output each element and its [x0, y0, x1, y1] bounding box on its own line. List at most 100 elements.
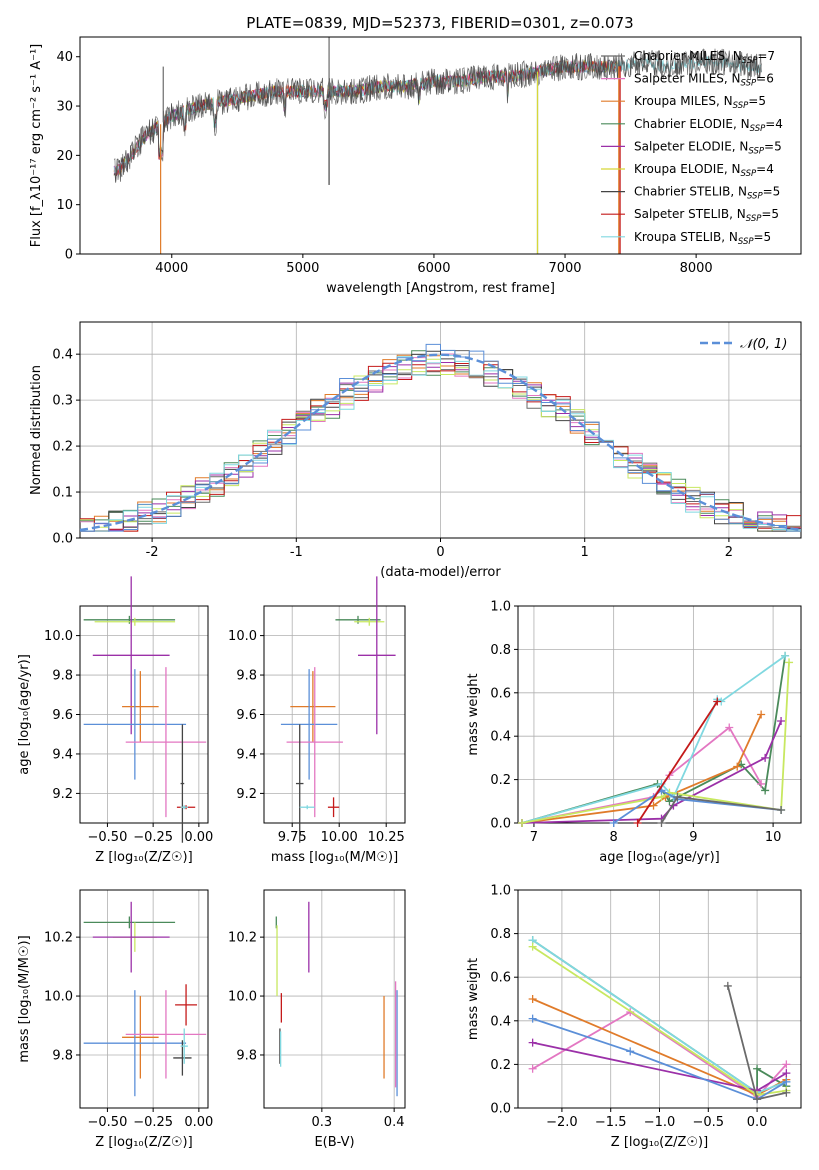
x-tick-label: 2 [725, 545, 733, 560]
weight-lines [528, 936, 791, 1104]
legend-label: 𝒩(0, 1) [740, 337, 787, 352]
y-tick-label: 0.2 [490, 1058, 511, 1073]
y-axis-label: age [log₁₀(age/yr)] [17, 654, 32, 775]
weight-point-marker [626, 1047, 635, 1056]
x-axis-label: mass [log₁₀(M/M☉)] [271, 850, 398, 865]
x-tick-label: 9.75 [278, 830, 307, 845]
errorbar-points [280, 576, 396, 843]
mass-vs-metallicity-panel: −0.50 −0.25 0.00 9.8 10.0 10.2 Z [log₁₀(Z/Z☉)]… [17, 889, 213, 1150]
y-tick-label: 9.6 [236, 708, 257, 723]
weight-point-marker [777, 805, 786, 814]
weight-point-marker [782, 1060, 791, 1069]
y-tick-label: 10.0 [44, 990, 73, 1005]
y-tick-label: 0.0 [490, 1102, 511, 1117]
legend-label: Kroupa MILES, NSSP=5 [634, 94, 766, 111]
y-tick-label: 30 [56, 100, 73, 115]
errorbar-points [83, 901, 207, 1097]
y-tick-label: 1.0 [490, 884, 511, 899]
weight-series-line [613, 789, 782, 824]
y-tick-label: 9.2 [236, 787, 257, 802]
normal-curve [79, 353, 802, 532]
y-tick-label: 9.4 [236, 747, 257, 762]
y-axis-label: mass [log₁₀(M/M☉)] [17, 935, 32, 1062]
weight-point-marker [777, 717, 786, 726]
x-tick-label: 0 [436, 545, 444, 560]
x-tick-label: 0.0 [747, 1115, 768, 1130]
weight-series-line [636, 701, 719, 824]
legend-label: Salpeter ELODIE, NSSP=5 [634, 139, 782, 156]
x-axis-label: age [log₁₀(age/yr)] [599, 850, 720, 865]
y-tick-label: 0.3 [52, 394, 73, 409]
y-tick-label: 0.0 [52, 532, 73, 547]
y-tick-label: 9.8 [52, 669, 73, 684]
y-tick-label: 10.0 [228, 629, 257, 644]
y-axis-label: mass weight [466, 958, 481, 1040]
weight-point-marker [785, 658, 794, 667]
weight-point-marker [782, 1088, 791, 1097]
x-tick-label: −0.50 [88, 830, 128, 845]
legend-label: Salpeter MILES, NSSP=6 [634, 72, 774, 89]
axes-frame [79, 889, 209, 1109]
age-vs-metallicity-panel: −0.50 −0.25 0.00 9.2 9.4 9.6 9.8 10.0 Z [log₁₀(Z… [17, 576, 213, 865]
x-tick-label: 5000 [286, 261, 319, 276]
axes-frame [517, 889, 802, 1109]
x-tick-label: 10.00 [321, 830, 358, 845]
legend-label: Chabrier MILES, NSSP=7 [634, 49, 775, 66]
axes-frame [79, 605, 209, 824]
y-tick-label: 0.4 [52, 348, 73, 363]
y-tick-label: 0.6 [490, 971, 511, 986]
x-axis-label: (data-model)/error [380, 565, 501, 580]
x-tick-label: −0.25 [133, 1115, 173, 1130]
spectrum-legend: Chabrier MILES, NSSP=7 Salpeter MILES, NS… [601, 49, 783, 247]
weight-series-line [521, 655, 786, 824]
x-tick-label: 0.4 [384, 1115, 405, 1130]
y-tick-label: 0.8 [490, 643, 511, 658]
weight-lines [517, 651, 794, 827]
errorbar-points [83, 576, 207, 843]
weight-point-marker [733, 762, 742, 771]
y-tick-label: 9.8 [236, 1048, 257, 1063]
y-tick-label: 10 [56, 198, 73, 213]
weight-point-marker [649, 801, 658, 810]
y-tick-label: 10.0 [228, 990, 257, 1005]
x-tick-label: −2.0 [546, 1115, 578, 1130]
weight-point-marker [753, 1064, 762, 1073]
x-tick-label: −0.5 [693, 1115, 725, 1130]
y-tick-label: 0.2 [52, 440, 73, 455]
legend-label: Chabrier STELIB, NSSP=5 [634, 185, 780, 202]
y-tick-label: 20 [56, 149, 73, 164]
weight-point-marker [609, 819, 618, 827]
spectrum-panel: 4000 5000 6000 7000 8000 0 10 20 30 40 wavelength … [29, 36, 802, 296]
y-tick-label: 0.4 [490, 730, 511, 745]
y-axis-label: Normed distribution [29, 365, 44, 495]
y-tick-label: 0.2 [490, 773, 511, 788]
x-tick-label: -1 [290, 545, 303, 560]
x-axis-label: E(B-V) [314, 1135, 354, 1150]
y-tick-label: 10.2 [228, 931, 257, 946]
axes-frame [79, 321, 802, 539]
y-tick-label: 0.6 [490, 686, 511, 701]
x-tick-label: 8000 [680, 261, 713, 276]
y-axis-label: mass weight [466, 673, 481, 755]
weight-point-marker [723, 981, 732, 990]
weight-vs-metallicity-panel: −2.0 −1.5 −1.0 −0.5 0.0 0.0 0.2 0.4 0.6 0.8 1.0 Z [… [466, 884, 802, 1150]
weight-point-marker [725, 723, 734, 732]
histogram-step [80, 343, 801, 532]
x-tick-label: 9 [689, 830, 697, 845]
histogram-step [80, 362, 801, 532]
weight-point-marker [528, 1014, 537, 1023]
weight-point-marker [757, 710, 766, 719]
x-tick-label: −1.5 [595, 1115, 627, 1130]
legend-label: Kroupa ELODIE, NSSP=4 [634, 162, 774, 179]
y-tick-label: 0.0 [490, 817, 511, 832]
weight-point-marker [757, 779, 766, 788]
x-axis-label: wavelength [Angstrom, rest frame] [326, 281, 555, 296]
x-tick-label: −0.25 [133, 830, 173, 845]
x-tick-label: 1 [581, 545, 589, 560]
x-axis-label: Z [log₁₀(Z/Z☉)] [95, 850, 192, 865]
weight-vs-age-panel: 7 8 9 10 0.0 0.2 0.4 0.6 0.8 1.0 age [log₁₀(age/yr… [466, 600, 802, 865]
x-tick-label: 8 [610, 830, 618, 845]
legend-label: Salpeter STELIB, NSSP=5 [634, 207, 779, 224]
histogram-step [80, 358, 801, 532]
x-tick-label: 6000 [417, 261, 450, 276]
